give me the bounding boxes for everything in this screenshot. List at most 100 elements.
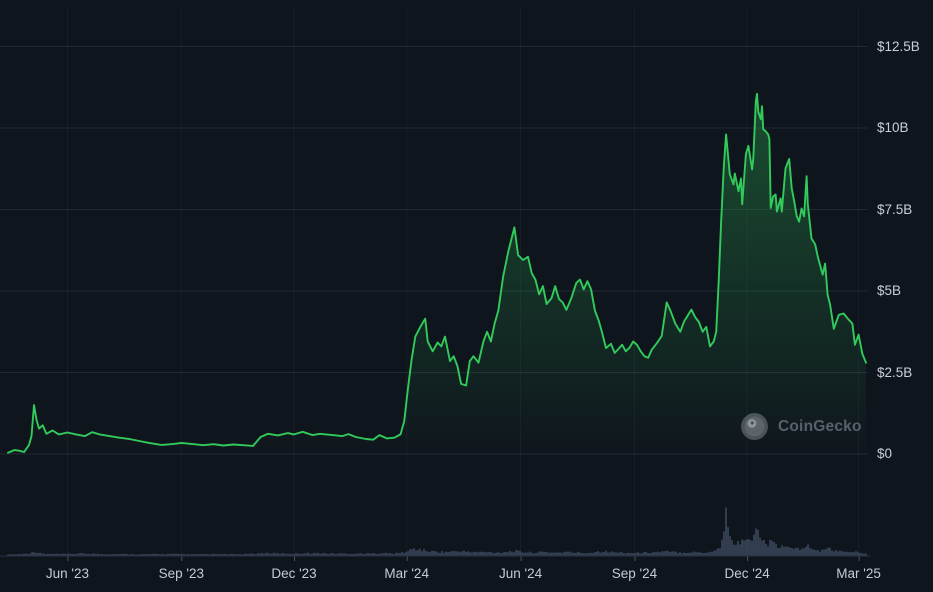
volume-bar	[703, 552, 705, 556]
volume-bar	[125, 553, 127, 556]
volume-bar	[859, 552, 861, 556]
volume-bar	[793, 549, 795, 556]
volume-bar	[159, 554, 161, 556]
volume-bar	[643, 551, 645, 556]
volume-bar	[101, 553, 103, 556]
volume-bar	[383, 553, 385, 556]
volume-bar	[105, 554, 107, 556]
volume-bar	[667, 550, 669, 556]
x-axis-label: Dec '24	[724, 566, 770, 581]
volume-bar	[737, 540, 739, 556]
volume-bar	[143, 554, 145, 556]
volume-bar	[439, 552, 441, 556]
volume-bar	[509, 551, 511, 556]
volume-bar	[271, 553, 273, 556]
volume-bar	[493, 553, 495, 556]
volume-bar	[29, 553, 31, 556]
volume-bar	[659, 552, 661, 556]
volume-bar	[273, 552, 275, 556]
volume-bar	[289, 553, 291, 556]
volume-bar	[851, 552, 853, 556]
volume-bar	[131, 553, 133, 556]
volume-bar	[699, 552, 701, 556]
volume-bar	[429, 551, 431, 556]
volume-bar	[845, 551, 847, 556]
volume-bar	[751, 540, 753, 556]
volume-bar	[451, 551, 453, 556]
volume-bar	[171, 553, 173, 556]
volume-bar	[727, 527, 729, 556]
volume-bar	[483, 551, 485, 556]
volume-bar	[633, 553, 635, 556]
volume-bar	[475, 551, 477, 556]
volume-bar	[323, 553, 325, 556]
volume-bar	[163, 554, 165, 556]
volume-bar	[591, 553, 593, 556]
volume-bar	[755, 528, 757, 556]
volume-bar	[337, 553, 339, 556]
volume-bar	[477, 552, 479, 556]
volume-bar	[129, 554, 131, 556]
volume-bar	[761, 540, 763, 556]
volume-bar	[103, 554, 105, 556]
volume-bar	[417, 549, 419, 556]
volume-bar	[49, 553, 51, 556]
volume-bar	[295, 552, 297, 556]
volume-bar	[277, 553, 279, 556]
volume-bar	[395, 552, 397, 556]
volume-bar	[189, 554, 191, 556]
volume-bar	[257, 553, 259, 556]
volume-bar	[177, 553, 179, 556]
x-axis-label: Sep '24	[611, 566, 658, 581]
volume-bar	[247, 554, 249, 556]
volume-bar	[649, 553, 651, 556]
volume-bar	[397, 552, 399, 556]
volume-bar	[405, 552, 407, 556]
volume-bar	[361, 553, 363, 556]
volume-bar	[485, 552, 487, 556]
volume-bar	[421, 551, 423, 556]
volume-bar	[27, 553, 29, 556]
volume-bar	[401, 552, 403, 556]
volume-bar	[73, 553, 75, 556]
volume-bar	[735, 544, 737, 556]
volume-bar	[605, 550, 607, 556]
x-axis-label: Mar '24	[384, 566, 429, 581]
volume-bar	[539, 551, 541, 556]
volume-bar	[745, 539, 747, 556]
volume-bar	[609, 552, 611, 556]
volume-bar	[329, 553, 331, 556]
x-axis-label: Mar '25	[836, 566, 881, 581]
volume-bar	[705, 552, 707, 556]
volume-bar	[191, 554, 193, 556]
volume-bar	[187, 553, 189, 556]
x-axis-line	[0, 555, 870, 561]
volume-bar	[317, 552, 319, 556]
volume-bar	[723, 531, 725, 556]
volume-bar	[161, 553, 163, 556]
volume-bar	[563, 552, 565, 556]
y-axis-label: $10B	[877, 120, 909, 135]
volume-bar	[301, 553, 303, 556]
volume-bar	[691, 552, 693, 556]
volume-bar	[217, 553, 219, 556]
volume-bar	[59, 554, 61, 556]
volume-bar	[813, 549, 815, 556]
volume-bar	[7, 554, 9, 556]
volume-bar	[351, 553, 353, 556]
volume-bar	[759, 537, 761, 556]
volume-bar	[221, 554, 223, 556]
volume-bar	[693, 551, 695, 556]
volume-bar	[407, 551, 409, 556]
volume-bar	[141, 554, 143, 556]
volume-bar	[671, 551, 673, 556]
volume-bar	[139, 554, 141, 556]
volume-bar	[373, 552, 375, 556]
x-axis-label: Jun '23	[45, 566, 89, 581]
volume-bar	[785, 546, 787, 556]
volume-bar	[113, 554, 115, 556]
volume-bar	[523, 552, 525, 556]
volume-bar	[797, 547, 799, 556]
